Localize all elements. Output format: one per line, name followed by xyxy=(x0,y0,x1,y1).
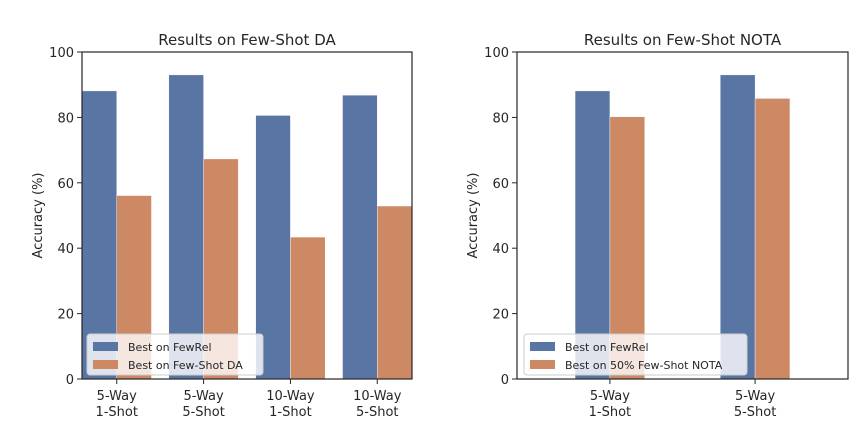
y-tick-label: 80 xyxy=(492,111,509,126)
y-tick-label: 40 xyxy=(492,242,509,257)
legend: Best on FewRel Best on 50% Few-Shot NOTA xyxy=(523,333,748,376)
legend-swatch xyxy=(530,360,555,369)
chart-panel-1: 0204060801005-Way1-Shot5-Way5-Shot10-Way… xyxy=(31,31,413,420)
legend-swatch xyxy=(93,360,118,369)
x-tick-label: 5-Way xyxy=(735,389,775,404)
y-tick-label: 100 xyxy=(484,46,509,61)
y-axis-label: Accuracy (%) xyxy=(466,173,481,259)
x-tick-label: 10-Way xyxy=(353,389,402,404)
legend-swatch xyxy=(530,342,555,351)
y-tick-label: 60 xyxy=(492,177,509,192)
y-tick-label: 80 xyxy=(57,111,74,126)
chart-panel-2: 0204060801005-Way1-Shot5-Way5-ShotResult… xyxy=(466,31,849,420)
bar-series-1 xyxy=(81,74,378,380)
y-tick-label: 100 xyxy=(49,46,74,61)
bar-series-1 xyxy=(574,74,756,380)
axes-frame xyxy=(81,51,413,380)
y-tick-label: 20 xyxy=(57,308,74,323)
y-tick-label: 0 xyxy=(501,373,509,388)
y-tick-label: 40 xyxy=(57,242,74,257)
axes-frame xyxy=(516,51,849,380)
bar xyxy=(720,74,756,380)
legend: Best on FewRel Best on Few-Shot DA xyxy=(86,333,264,376)
y-axis-label: Accuracy (%) xyxy=(31,173,46,259)
chart-title: Results on Few-Shot NOTA xyxy=(584,31,782,49)
bar xyxy=(81,90,117,380)
bar xyxy=(377,205,413,380)
legend-label: Best on Few-Shot DA xyxy=(128,359,243,372)
y-tick-label: 20 xyxy=(492,308,509,323)
x-tick-label: 5-Way xyxy=(97,389,137,404)
legend-label: Best on FewRel xyxy=(565,341,649,354)
bar xyxy=(342,94,378,380)
bar xyxy=(168,74,204,380)
x-tick-label: 5-Shot xyxy=(356,405,399,420)
x-tick-label: 5-Shot xyxy=(182,405,225,420)
legend-box xyxy=(523,333,748,376)
y-tick-label: 0 xyxy=(66,373,74,388)
x-tick-label: 5-Shot xyxy=(734,405,777,420)
x-tick-label: 5-Way xyxy=(590,389,630,404)
x-tick-label: 5-Way xyxy=(184,389,224,404)
x-tick-label: 1-Shot xyxy=(95,405,138,420)
legend-label: Best on FewRel xyxy=(128,341,212,354)
x-tick-label: 1-Shot xyxy=(269,405,312,420)
y-tick-label: 60 xyxy=(57,177,74,192)
bar xyxy=(290,236,326,380)
legend-label: Best on 50% Few-Shot NOTA xyxy=(565,359,723,372)
x-tick-label: 1-Shot xyxy=(589,405,632,420)
legend-box xyxy=(86,333,264,376)
bar xyxy=(754,98,791,380)
chart-title: Results on Few-Shot DA xyxy=(158,31,336,49)
x-tick-label: 10-Way xyxy=(266,389,315,404)
legend-swatch xyxy=(93,342,118,351)
bar xyxy=(574,90,611,380)
